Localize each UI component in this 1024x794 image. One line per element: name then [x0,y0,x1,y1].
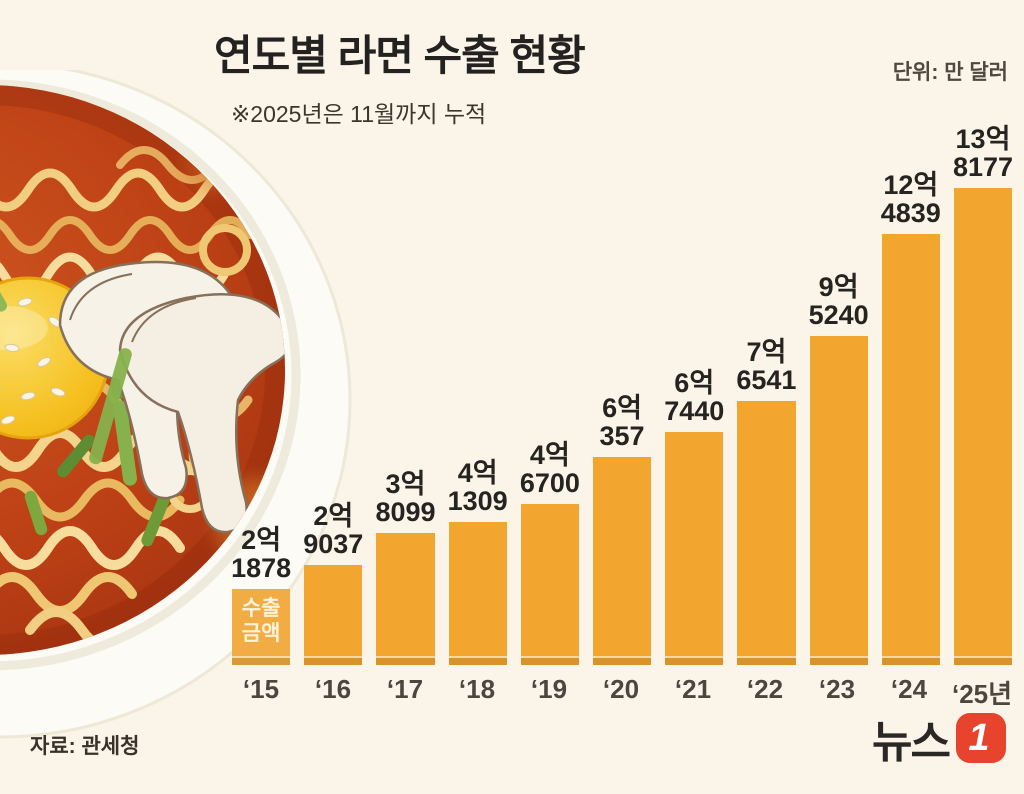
logo-badge-icon: 1 [956,713,1006,763]
bar-column: 6억 7440 [664,367,725,665]
source-label: 자료: 관세청 [30,735,140,758]
series-label: 수출 금액 [241,597,281,645]
bar-base-shade [520,658,579,665]
bar-value-label: 4억 6700 [519,439,580,499]
bar-base-shade [592,658,652,665]
bar-value-label: 9억 5240 [808,271,869,331]
bar-value-label: 2억 9037 [303,500,364,560]
bar [737,401,796,665]
bar [665,432,724,665]
logo-numeral: 1 [968,716,990,759]
bar [809,336,868,665]
bar-column: 2억 1878 수출 금액 [231,524,292,665]
bar: 수출 금액 [232,589,291,665]
bar-base-shade [809,658,868,665]
x-axis-label: ‘18 [458,674,496,704]
bar-value-label: 4억 1309 [447,457,508,517]
x-axis: ‘15 ‘16 ‘17 ‘18 ‘19 ‘20 ‘21 ‘22 ‘23 ‘24 ‘25년 [232,674,1012,711]
bar-column: 7억 6541 [736,336,797,665]
x-axis-label: ‘23 [818,674,856,704]
bar-value-label: 3억 8099 [375,468,436,528]
bar-value-label: 13억 8177 [952,123,1014,183]
bar-base-shade [881,658,940,665]
x-axis-label: ‘25년 [952,679,1013,709]
bar-base-shade [448,658,507,665]
logo-text: 뉴스 [872,718,951,767]
x-axis-label: ‘21 [674,674,712,704]
bar-base-shade [665,658,724,665]
bar [448,522,507,665]
news1-logo: 뉴스 1 [872,706,1006,770]
bar [376,533,435,665]
bar [592,457,652,665]
bar [304,565,363,665]
bar-value-label: 7억 6541 [736,336,797,396]
chart-note: ※2025년은 11월까지 누적 [231,101,487,127]
x-axis-label: ‘22 [746,674,784,704]
bar-column: 3억 8099 [375,468,436,665]
bar-value-label: 2억 1878 [231,524,292,584]
x-axis-label: ‘19 [530,674,568,704]
bar-base-shade [232,658,291,665]
bar-column: 2억 9037 [303,500,364,665]
bar-column: 12억 4839 [880,169,941,665]
bar-value-label: 12억 4839 [880,169,941,229]
x-axis-label: ‘17 [386,674,424,704]
bar [881,234,940,665]
bar [520,504,579,665]
plot-area: 2억 1878 수출 금액 2억 9037 3억 8099 4억 1309 4억 6700 6억 357 6… [231,110,1014,665]
bar [953,188,1013,665]
bar-base-shade [304,658,363,665]
bar-base-shade [953,658,1013,665]
bar-column: 13억 8177 [952,123,1014,665]
bar-column: 6억 357 [592,392,652,665]
bar-column: 4억 1309 [447,457,508,665]
bar-value-label: 6억 7440 [664,367,725,427]
bar-chart: 2억 1878 수출 금액 2억 9037 3억 8099 4억 1309 4억 6700 6억 357 6… [231,110,1014,711]
chart-title: 연도별 라면 수출 현황 [214,32,586,79]
bar-column: 9억 5240 [808,271,869,665]
x-axis-label: ‘20 [602,674,640,704]
bar-base-shade [737,658,796,665]
x-axis-label: ‘24 [890,674,928,704]
x-axis-label: ‘16 [314,674,352,704]
bar-base-shade [376,658,435,665]
x-axis-label: ‘15 [242,674,280,704]
bar-value-label: 6억 357 [599,392,645,452]
unit-label: 단위: 만 달러 [892,61,1008,84]
bar-column: 4억 6700 [519,439,580,665]
